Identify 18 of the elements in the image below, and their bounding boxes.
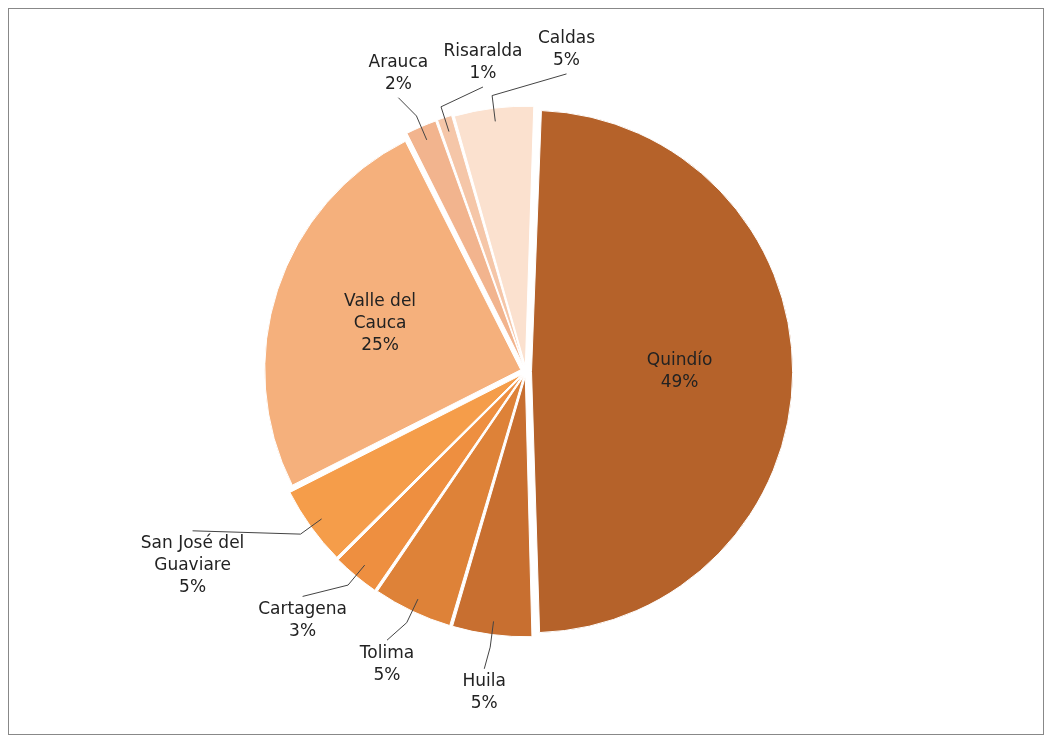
- data-label: 49%: [660, 371, 699, 392]
- data-label: 3%: [289, 619, 317, 640]
- slice-label: Quindío: [646, 349, 713, 370]
- data-label: 25%: [361, 333, 399, 354]
- data-label: 1%: [469, 62, 497, 83]
- data-label: 5%: [553, 49, 581, 70]
- slice-label: Risaralda: [443, 40, 523, 61]
- slice-label: Huila: [462, 670, 506, 691]
- slice-label: San José del Guaviare: [140, 532, 245, 575]
- slice-label: Cartagena: [258, 597, 348, 618]
- data-label: 5%: [470, 692, 498, 713]
- slice-label: Caldas: [537, 27, 596, 48]
- data-label: 2%: [384, 73, 412, 94]
- slice-label: Valle del Cauca: [344, 289, 417, 332]
- data-label: 5%: [179, 576, 207, 597]
- slice-label: Arauca: [368, 51, 429, 72]
- data-label: 5%: [373, 663, 401, 684]
- slice-label: Tolima: [358, 641, 415, 662]
